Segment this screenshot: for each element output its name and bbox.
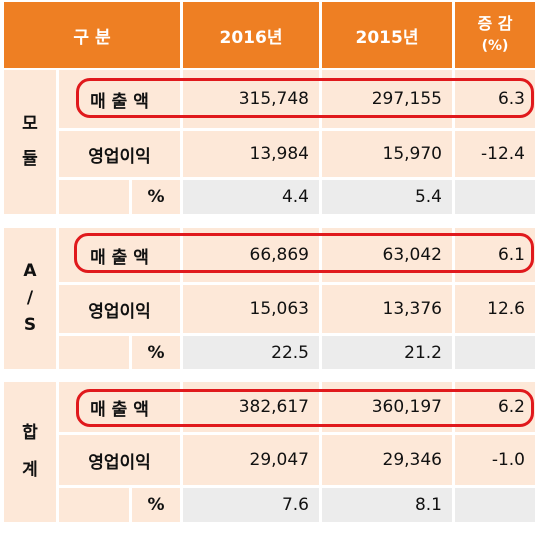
table-header: 구 분 2016년 2015년 증 감 (%) <box>4 2 535 68</box>
section-label-line: 모 <box>22 114 38 134</box>
section-label-line: S <box>23 315 37 335</box>
value-2016: 13,984 <box>183 131 319 177</box>
row-label: 매 출 액 <box>59 70 180 128</box>
header-2016: 2016년 <box>183 2 319 68</box>
value-change: -12.4 <box>455 131 535 177</box>
row-label: 영업이익 <box>59 435 180 485</box>
value-2015: 21.2 <box>322 336 452 369</box>
value-2015: 29,346 <box>322 435 452 485</box>
row-label: % <box>132 488 180 522</box>
section-total: 합 계 매 출 액 382,617 360,197 6.2 영업이익 29,04… <box>4 382 535 522</box>
value-2016: 4.4 <box>183 180 319 214</box>
row-label-spacer <box>59 488 129 522</box>
value-2015: 15,970 <box>322 131 452 177</box>
value-2015: 297,155 <box>322 70 452 128</box>
section-label: 모 듈 <box>4 70 56 214</box>
value-change: 12.6 <box>455 285 535 333</box>
value-2016: 29,047 <box>183 435 319 485</box>
header-category: 구 분 <box>4 2 180 68</box>
section-label-line: 계 <box>22 460 38 480</box>
value-change: -1.0 <box>455 435 535 485</box>
header-change: 증 감 (%) <box>455 2 535 68</box>
value-change: 6.1 <box>455 228 535 282</box>
row-label-spacer <box>59 336 129 369</box>
section-label-line: 듈 <box>22 149 38 169</box>
section-label: A / S <box>4 228 56 369</box>
value-change: 6.2 <box>455 382 535 432</box>
row-label: 매 출 액 <box>59 228 180 282</box>
value-2016: 7.6 <box>183 488 319 522</box>
value-2015: 5.4 <box>322 180 452 214</box>
row-label: 영업이익 <box>59 285 180 333</box>
row-label: % <box>132 336 180 369</box>
row-label: % <box>132 180 180 214</box>
value-change <box>455 180 535 214</box>
section-as: A / S 매 출 액 66,869 63,042 6.1 영업이익 15,06… <box>4 228 535 369</box>
section-label-line: / <box>26 288 34 308</box>
value-change <box>455 488 535 522</box>
value-2016: 315,748 <box>183 70 319 128</box>
header-2015: 2015년 <box>322 2 452 68</box>
row-label: 매 출 액 <box>59 382 180 432</box>
value-2016: 382,617 <box>183 382 319 432</box>
header-change-unit: (%) <box>481 38 509 54</box>
value-2015: 8.1 <box>322 488 452 522</box>
section-module: 모 듈 매 출 액 315,748 297,155 6.3 영업이익 13,98… <box>4 70 535 214</box>
value-2016: 15,063 <box>183 285 319 333</box>
header-change-label: 증 감 <box>477 14 513 33</box>
value-change <box>455 336 535 369</box>
value-2015: 360,197 <box>322 382 452 432</box>
section-label-line: 합 <box>22 423 38 443</box>
value-2015: 13,376 <box>322 285 452 333</box>
value-change: 6.3 <box>455 70 535 128</box>
section-label: 합 계 <box>4 382 56 522</box>
row-label: 영업이익 <box>59 131 180 177</box>
row-label-spacer <box>59 180 129 214</box>
value-2015: 63,042 <box>322 228 452 282</box>
section-label-line: A <box>23 261 37 281</box>
value-2016: 22.5 <box>183 336 319 369</box>
value-2016: 66,869 <box>183 228 319 282</box>
